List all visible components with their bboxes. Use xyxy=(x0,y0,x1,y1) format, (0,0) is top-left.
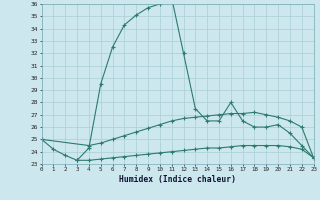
X-axis label: Humidex (Indice chaleur): Humidex (Indice chaleur) xyxy=(119,175,236,184)
